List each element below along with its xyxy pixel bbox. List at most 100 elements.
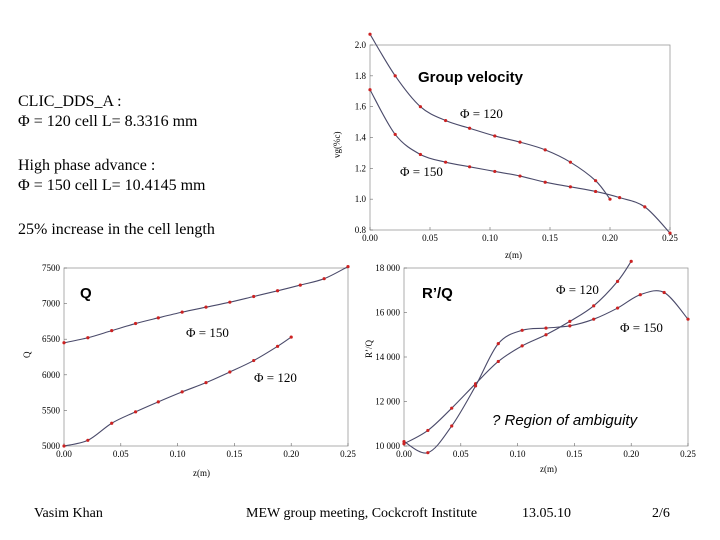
- annotation-region-of-ambiguity: ? Region of ambiguity: [492, 412, 639, 429]
- data-point: [418, 152, 422, 157]
- y-axis-label: R’/Q: [364, 339, 374, 358]
- data-point: [629, 259, 633, 263]
- data-point: [493, 169, 497, 174]
- data-point: [668, 231, 672, 235]
- data-point: [450, 424, 454, 428]
- data-point: [450, 406, 454, 410]
- x-tick-label: 0.00: [396, 449, 412, 459]
- data-point: [393, 74, 397, 78]
- data-point: [86, 438, 90, 442]
- y-tick-label: 7000: [42, 299, 61, 309]
- data-point: [568, 160, 572, 164]
- annotation-phi-150: Φ = 150: [400, 164, 443, 179]
- x-tick-label: 0.20: [283, 449, 299, 459]
- x-tick-label: 0.25: [662, 233, 678, 243]
- data-point: [568, 185, 572, 189]
- annotation-phi-150: Φ = 150: [620, 320, 663, 335]
- data-point: [180, 310, 184, 314]
- data-point: [615, 279, 620, 283]
- data-point: [133, 410, 138, 414]
- data-point: [180, 390, 184, 394]
- data-point: [368, 32, 372, 36]
- data-point: [493, 134, 497, 138]
- x-tick-label: 0.15: [567, 449, 583, 459]
- data-point: [543, 180, 547, 184]
- data-point: [110, 329, 114, 333]
- info-line-2: Φ = 120 cell L= 8.3316 mm: [18, 113, 198, 130]
- data-point: [518, 174, 522, 178]
- x-tick-label: 0.05: [422, 233, 438, 243]
- x-tick-label: 0.00: [362, 233, 378, 243]
- x-tick-label: 0.25: [340, 449, 356, 459]
- data-point: [518, 140, 522, 144]
- data-point: [346, 264, 350, 269]
- data-point: [662, 290, 666, 295]
- plot-frame: [63, 267, 349, 447]
- info-line-1: CLIC_DDS_A :: [18, 93, 122, 110]
- series-line-2: [369, 89, 671, 234]
- data-point: [568, 319, 572, 323]
- y-tick-label: 2.0: [355, 40, 367, 50]
- y-tick-label: 1.8: [355, 71, 367, 81]
- x-tick-label: 0.10: [170, 449, 186, 459]
- data-point: [496, 359, 500, 364]
- data-point: [615, 306, 620, 310]
- data-point: [473, 384, 478, 388]
- x-tick-label: 0.15: [227, 449, 243, 459]
- footer-page: 2/6: [652, 506, 670, 521]
- x-axis-label: z(m): [540, 464, 557, 474]
- y-tick-label: 10 000: [375, 441, 400, 451]
- data-point: [418, 105, 422, 109]
- data-point: [520, 328, 524, 332]
- y-tick-label: 1.6: [355, 102, 367, 112]
- data-point: [592, 317, 596, 321]
- data-point: [544, 333, 548, 337]
- data-point: [638, 293, 642, 297]
- data-point: [592, 304, 596, 308]
- footer-author: Vasim Khan: [34, 506, 103, 521]
- data-point: [686, 317, 690, 321]
- x-axis-label: z(m): [505, 250, 522, 260]
- data-point: [544, 326, 548, 330]
- y-axis-label: Q: [22, 351, 32, 358]
- data-point: [426, 451, 430, 455]
- data-point: [393, 132, 397, 137]
- x-tick-label: 0.20: [602, 233, 618, 243]
- data-point: [543, 148, 547, 152]
- data-point: [468, 126, 472, 130]
- data-point: [62, 341, 66, 345]
- y-tick-label: 0.8: [355, 225, 367, 235]
- data-point: [86, 336, 90, 340]
- annotation-phi-150: Φ = 150: [186, 325, 229, 340]
- data-point: [228, 300, 232, 304]
- chart-title: R’/Q: [422, 285, 453, 302]
- x-tick-label: 0.00: [56, 449, 72, 459]
- data-point: [322, 277, 326, 281]
- footer-meeting: MEW group meeting, Cockcroft Institute: [246, 506, 478, 521]
- data-point: [275, 344, 280, 348]
- annotation-phi-120: Φ = 120: [556, 282, 599, 297]
- x-axis-label: z(m): [193, 468, 210, 478]
- y-tick-label: 1.2: [355, 163, 366, 173]
- y-tick-label: 5000: [42, 441, 61, 451]
- data-point: [594, 189, 598, 194]
- y-tick-label: 6500: [42, 334, 61, 344]
- data-point: [496, 342, 500, 346]
- data-point: [594, 179, 598, 183]
- y-tick-label: 1.4: [355, 133, 367, 143]
- y-axis-label: vg(%c): [332, 132, 342, 159]
- data-point: [520, 344, 524, 348]
- y-tick-label: 16 000: [375, 308, 400, 318]
- x-tick-label: 0.10: [510, 449, 526, 459]
- rq-chart: 0.00 0.05 0.10 0.15 0.20 0.25 10 000 12 000 14 0…: [364, 259, 696, 474]
- group-velocity-chart: 0.00 0.05 0.10 0.15 0.20 0.25 0.8 1.0 1.2 1.4 1.6 1…: [332, 32, 678, 260]
- data-point: [156, 316, 160, 320]
- data-point: [618, 196, 622, 200]
- chart-title: Q: [80, 285, 92, 302]
- y-tick-label: 1.0: [355, 194, 367, 204]
- x-tick-label: 0.20: [623, 449, 639, 459]
- y-tick-label: 12 000: [375, 397, 400, 407]
- footer-date: 13.05.10: [522, 506, 571, 521]
- data-point: [643, 205, 647, 209]
- series-line-2: [63, 336, 292, 447]
